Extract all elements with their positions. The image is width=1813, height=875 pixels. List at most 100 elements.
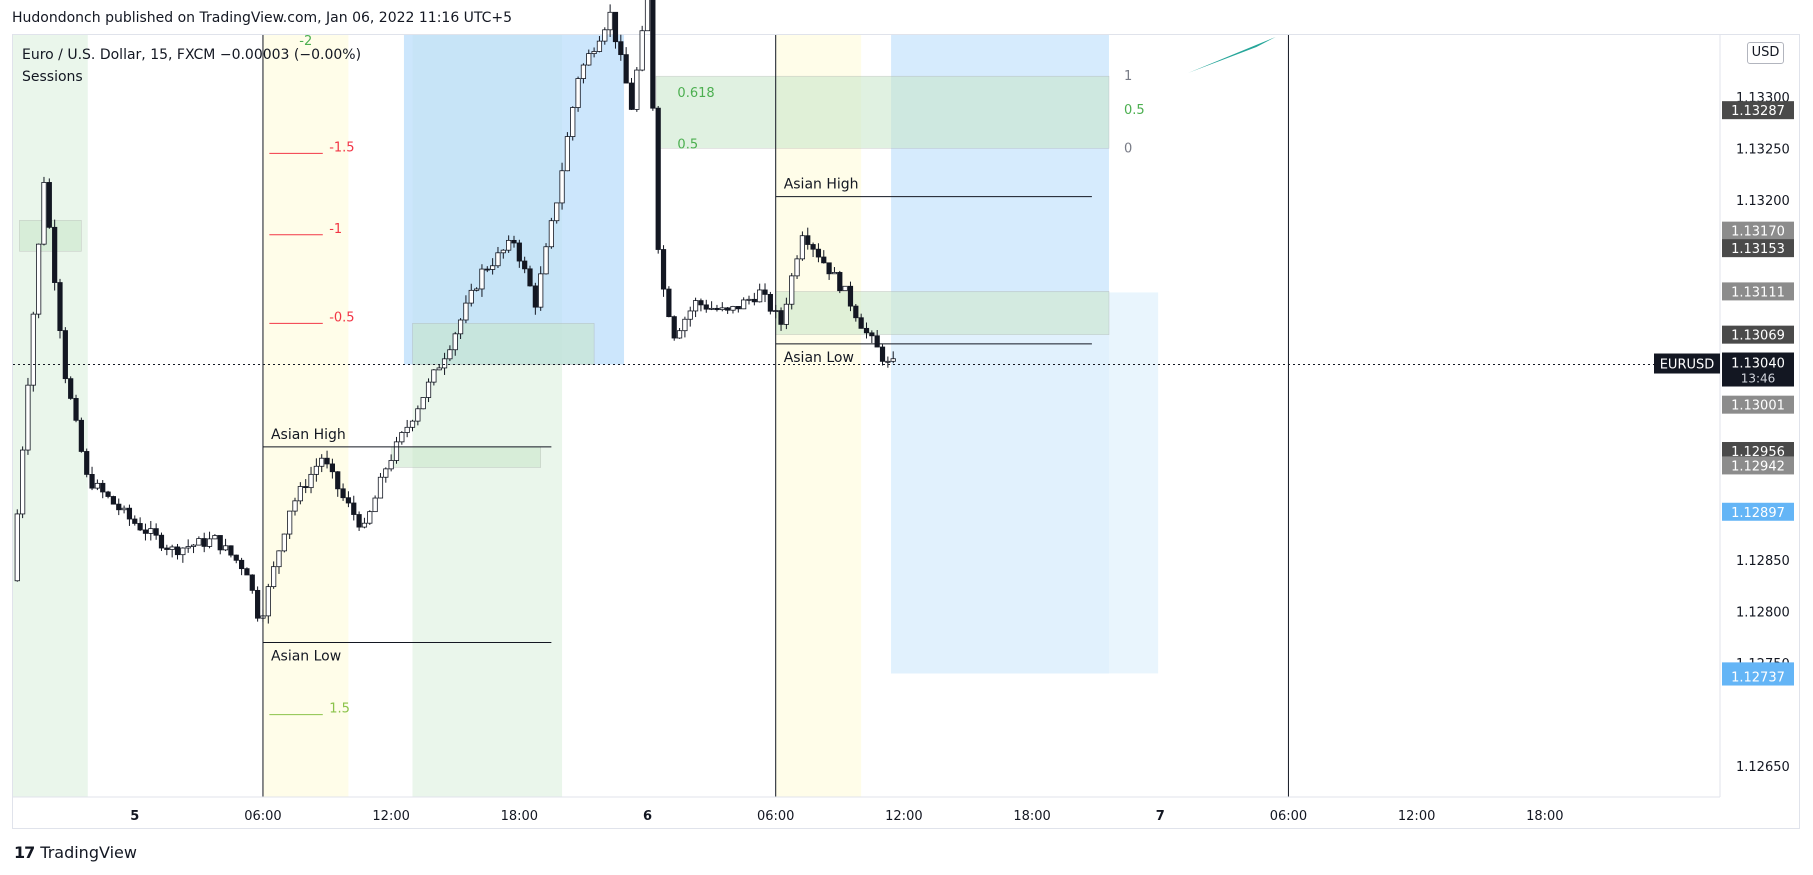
candle-body[interactable] [238,559,245,570]
candle-body[interactable] [281,533,287,552]
candle-body[interactable] [522,260,528,270]
candle-body[interactable] [762,289,768,295]
candle-body[interactable] [874,335,880,348]
candle-body[interactable] [169,546,175,550]
candle-body[interactable] [650,0,656,109]
candle-body[interactable] [570,107,576,137]
candle-body[interactable] [78,419,84,452]
candle-body[interactable] [174,546,181,556]
candle-body[interactable] [853,305,859,319]
candle-body[interactable] [222,545,229,551]
candle-body[interactable] [94,482,100,489]
candle-body[interactable] [62,330,68,380]
candle-body[interactable] [468,289,474,304]
candle-body[interactable] [20,449,26,515]
candle-body[interactable] [244,568,250,576]
candle-body[interactable] [73,398,79,421]
candle-body[interactable] [538,273,544,308]
candle-body[interactable] [474,288,480,291]
candle-body[interactable] [842,285,848,292]
candle-body[interactable] [532,285,538,308]
candle-body[interactable] [527,268,533,287]
candle-body[interactable] [30,313,36,386]
candle-body[interactable] [858,317,864,329]
candle-body[interactable] [313,465,319,475]
symbol-tag[interactable] [1654,353,1720,374]
candle-body[interactable] [692,300,699,312]
fib-box-0[interactable] [655,75,1110,149]
candle-body[interactable] [158,534,165,549]
candle-body[interactable] [335,471,341,490]
candle-body[interactable] [100,482,106,493]
ny-session-box-0[interactable] [403,35,625,365]
candle-body[interactable] [602,29,608,42]
candle-body[interactable] [709,307,715,310]
price-label-8[interactable] [1722,456,1794,475]
candle-body[interactable] [799,235,806,260]
candle-body[interactable] [660,249,667,290]
candle-body[interactable] [276,550,282,568]
candle-body[interactable] [628,82,635,110]
candle-body[interactable] [682,318,688,332]
candle-body[interactable] [148,528,154,534]
candle-body[interactable] [559,170,565,204]
candle-body[interactable] [490,265,496,270]
candle-body[interactable] [826,262,832,275]
price-label-6[interactable] [1722,395,1794,414]
candle-body[interactable] [105,491,111,497]
price-label-4[interactable] [1722,325,1794,344]
fib-box-3[interactable] [390,446,541,468]
candle-body[interactable] [479,268,485,290]
candle-body[interactable] [634,69,640,110]
candle-body[interactable] [746,298,752,301]
candle-body[interactable] [153,528,159,536]
candle-body[interactable] [249,574,255,591]
candle-body[interactable] [757,289,763,303]
candle-body[interactable] [409,420,416,428]
candle-body[interactable] [596,40,603,52]
candle-body[interactable] [831,272,838,275]
candle-body[interactable] [132,518,138,524]
candle-body[interactable] [164,547,170,550]
candle-body[interactable] [308,473,314,489]
candle-body[interactable] [297,486,303,502]
candle-body[interactable] [57,282,63,331]
candle-body[interactable] [425,381,432,398]
candle-body[interactable] [714,307,720,311]
candle-body[interactable] [137,523,143,531]
candle-body[interactable] [388,460,394,470]
candle-body[interactable] [548,220,554,248]
candle-body[interactable] [543,246,549,275]
candle-body[interactable] [14,513,20,582]
candle-body[interactable] [885,360,891,363]
candle-body[interactable] [783,303,789,325]
candle-body[interactable] [789,275,795,305]
candle-body[interactable] [575,78,581,108]
candle-body[interactable] [463,302,469,321]
trend-arrow-drawing[interactable] [1188,37,1276,73]
position-extension[interactable] [891,292,1159,674]
candle-body[interactable] [89,474,95,489]
candle-body[interactable] [377,476,384,499]
candle-body[interactable] [265,586,271,617]
candle-body[interactable] [415,408,421,422]
price-label-7[interactable] [1722,442,1794,461]
candle-body[interactable] [495,252,501,267]
candle-body[interactable] [367,511,373,524]
price-label-2[interactable] [1722,239,1794,258]
currency-badge[interactable]: USD [1747,42,1784,64]
candle-body[interactable] [805,235,811,245]
candle-body[interactable] [110,496,117,505]
candle-body[interactable] [500,249,506,254]
candle-body[interactable] [201,538,207,547]
candle-body[interactable] [847,285,854,307]
candle-body[interactable] [457,319,464,335]
candle-body[interactable] [564,136,571,172]
candle-body[interactable] [676,330,683,339]
candle-body[interactable] [180,547,186,556]
candle-body[interactable] [821,256,827,264]
candle-body[interactable] [655,107,661,250]
candle-body[interactable] [345,497,352,504]
candle-body[interactable] [340,488,346,499]
price-label-3[interactable] [1722,282,1794,301]
